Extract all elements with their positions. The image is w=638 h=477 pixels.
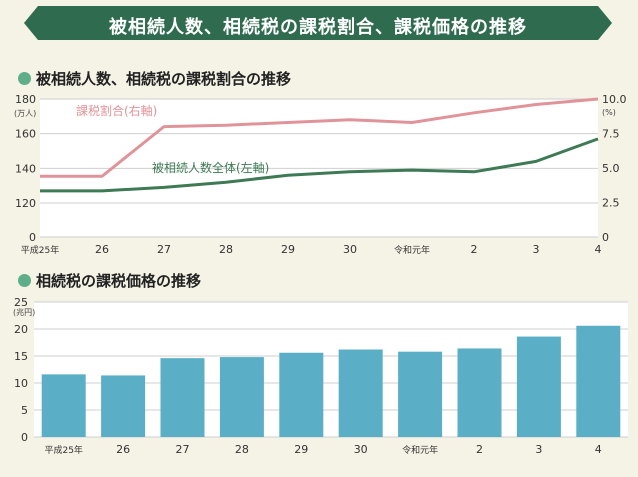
y-tick-label: 15 bbox=[14, 350, 28, 363]
left-tick-label: 0 bbox=[29, 231, 36, 244]
section-title-bottom-text: 相続税の課税価格の推移 bbox=[36, 272, 202, 290]
x-tick-label: 2 bbox=[471, 243, 478, 256]
x-tick-label: 29 bbox=[294, 443, 308, 456]
section-title-bottom: 相続税の課税価格の推移 bbox=[18, 270, 201, 291]
x-tick-label: 令和元年 bbox=[394, 244, 430, 256]
left-tick-label: 160 bbox=[15, 128, 36, 141]
x-tick-label: 29 bbox=[281, 243, 295, 256]
bar bbox=[398, 351, 443, 437]
x-tick-label: 令和元年 bbox=[402, 444, 438, 456]
x-tick-label: 3 bbox=[535, 443, 542, 456]
bar bbox=[279, 352, 324, 437]
y-tick-label: 0 bbox=[21, 431, 28, 444]
y-tick-label: 10 bbox=[14, 377, 28, 390]
x-tick-label: 3 bbox=[533, 243, 540, 256]
section-bullet-icon bbox=[18, 72, 31, 85]
right-tick-label: 5.0 bbox=[602, 162, 620, 175]
left-axis-unit: (万人) bbox=[14, 109, 36, 118]
bar bbox=[160, 358, 205, 437]
y-tick-label: 25 bbox=[14, 296, 28, 309]
bar bbox=[101, 375, 146, 437]
right-tick-label: 10.0 bbox=[602, 93, 627, 106]
x-tick-label: 26 bbox=[116, 443, 130, 456]
left-tick-label: 180 bbox=[15, 93, 36, 106]
bar bbox=[457, 348, 502, 437]
section-title-top-text: 被相続人数、相続税の課税割合の推移 bbox=[36, 70, 292, 88]
series-label-heirs: 被相続人数全体(左軸) bbox=[152, 160, 269, 175]
section-title-top: 被相続人数、相続税の課税割合の推移 bbox=[18, 68, 291, 89]
bar bbox=[516, 336, 561, 437]
x-tick-label: 平成25年 bbox=[21, 244, 59, 256]
bar bbox=[41, 374, 86, 437]
x-tick-label: 4 bbox=[595, 243, 602, 256]
section-bullet-icon bbox=[18, 274, 31, 287]
banner-title: 被相続人数、相続税の課税割合、課税価格の推移 bbox=[109, 17, 527, 38]
left-tick-label: 140 bbox=[15, 162, 36, 175]
right-tick-label: 7.5 bbox=[602, 128, 620, 141]
heirs-series-line bbox=[40, 137, 599, 193]
bar bbox=[219, 357, 264, 437]
right-tick-label: 0 bbox=[602, 231, 609, 244]
x-tick-label: 28 bbox=[235, 443, 249, 456]
right-tick-label: 2.5 bbox=[602, 197, 620, 210]
x-tick-label: 28 bbox=[219, 243, 233, 256]
right-axis-unit: (%) bbox=[602, 108, 616, 117]
bar bbox=[338, 349, 383, 437]
x-tick-label: 27 bbox=[157, 243, 171, 256]
y-tick-label: 20 bbox=[14, 323, 28, 336]
bar bbox=[576, 325, 621, 437]
left-tick-label: 120 bbox=[15, 197, 36, 210]
y-axis-unit: (兆円) bbox=[13, 307, 35, 317]
x-tick-label: 30 bbox=[354, 443, 368, 456]
x-tick-label: 30 bbox=[343, 243, 357, 256]
x-tick-label: 平成25年 bbox=[44, 444, 82, 456]
x-tick-label: 26 bbox=[95, 243, 109, 256]
x-tick-label: 27 bbox=[176, 443, 190, 456]
x-tick-label: 4 bbox=[595, 443, 602, 456]
ratio-series-line bbox=[40, 97, 599, 178]
x-tick-label: 2 bbox=[476, 443, 483, 456]
title-banner: 被相続人数、相続税の課税割合、課税価格の推移 bbox=[24, 6, 612, 40]
series-label-ratio: 課税割合(右軸) bbox=[76, 103, 157, 118]
y-tick-label: 5 bbox=[21, 404, 28, 417]
